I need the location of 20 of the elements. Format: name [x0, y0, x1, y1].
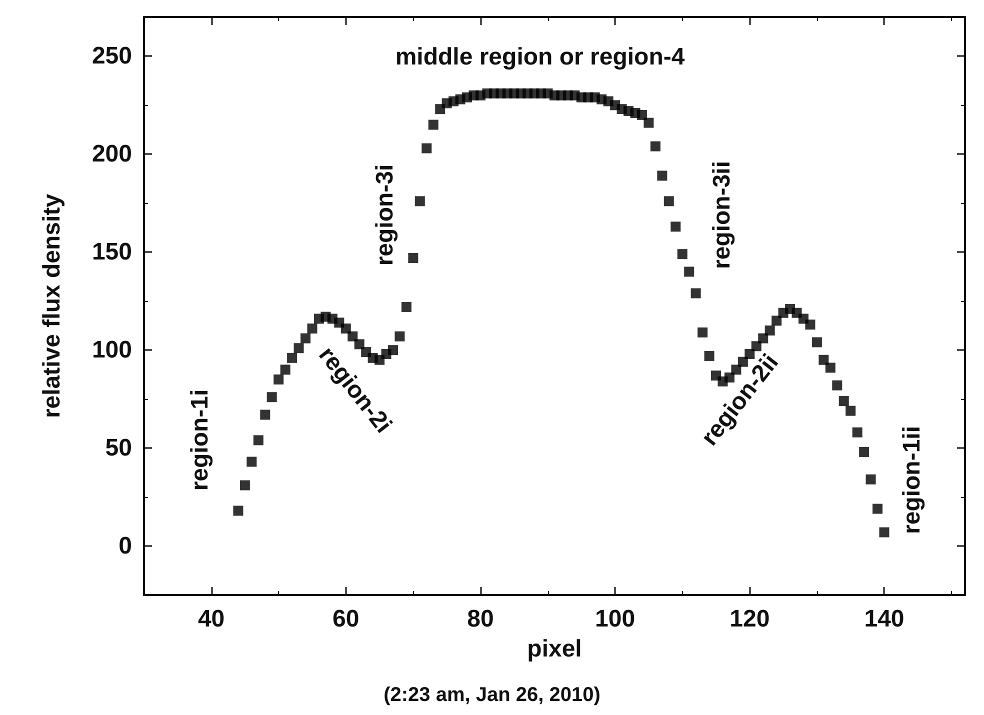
x-tick-label: 40: [198, 606, 225, 632]
annotation: region-1ii: [898, 426, 926, 534]
x-tick-label: 60: [332, 606, 360, 632]
y-tick-label: 150: [92, 238, 132, 266]
y-tick-label: 100: [92, 336, 132, 364]
y-tick-label: 250: [92, 42, 132, 70]
x-tick-label: 120: [730, 606, 770, 632]
y-tick-label: 0: [118, 532, 132, 560]
annotation: region-1i: [186, 389, 214, 491]
annotation: region-3ii: [708, 160, 736, 270]
x-tick-label: 100: [595, 606, 636, 632]
annotation: region-3i: [372, 164, 398, 266]
y-axis-title: relative flux density: [38, 193, 66, 418]
x-tick-label: 140: [864, 606, 904, 632]
y-tick-label: 200: [92, 140, 132, 168]
x-axis-title: pixel: [527, 636, 582, 662]
y-tick-label: 50: [105, 434, 132, 462]
annotation: middle region or region-4: [395, 44, 686, 70]
x-tick-label: 80: [467, 606, 494, 632]
text: (2:23 am, Jan 26, 2010): [384, 684, 600, 706]
